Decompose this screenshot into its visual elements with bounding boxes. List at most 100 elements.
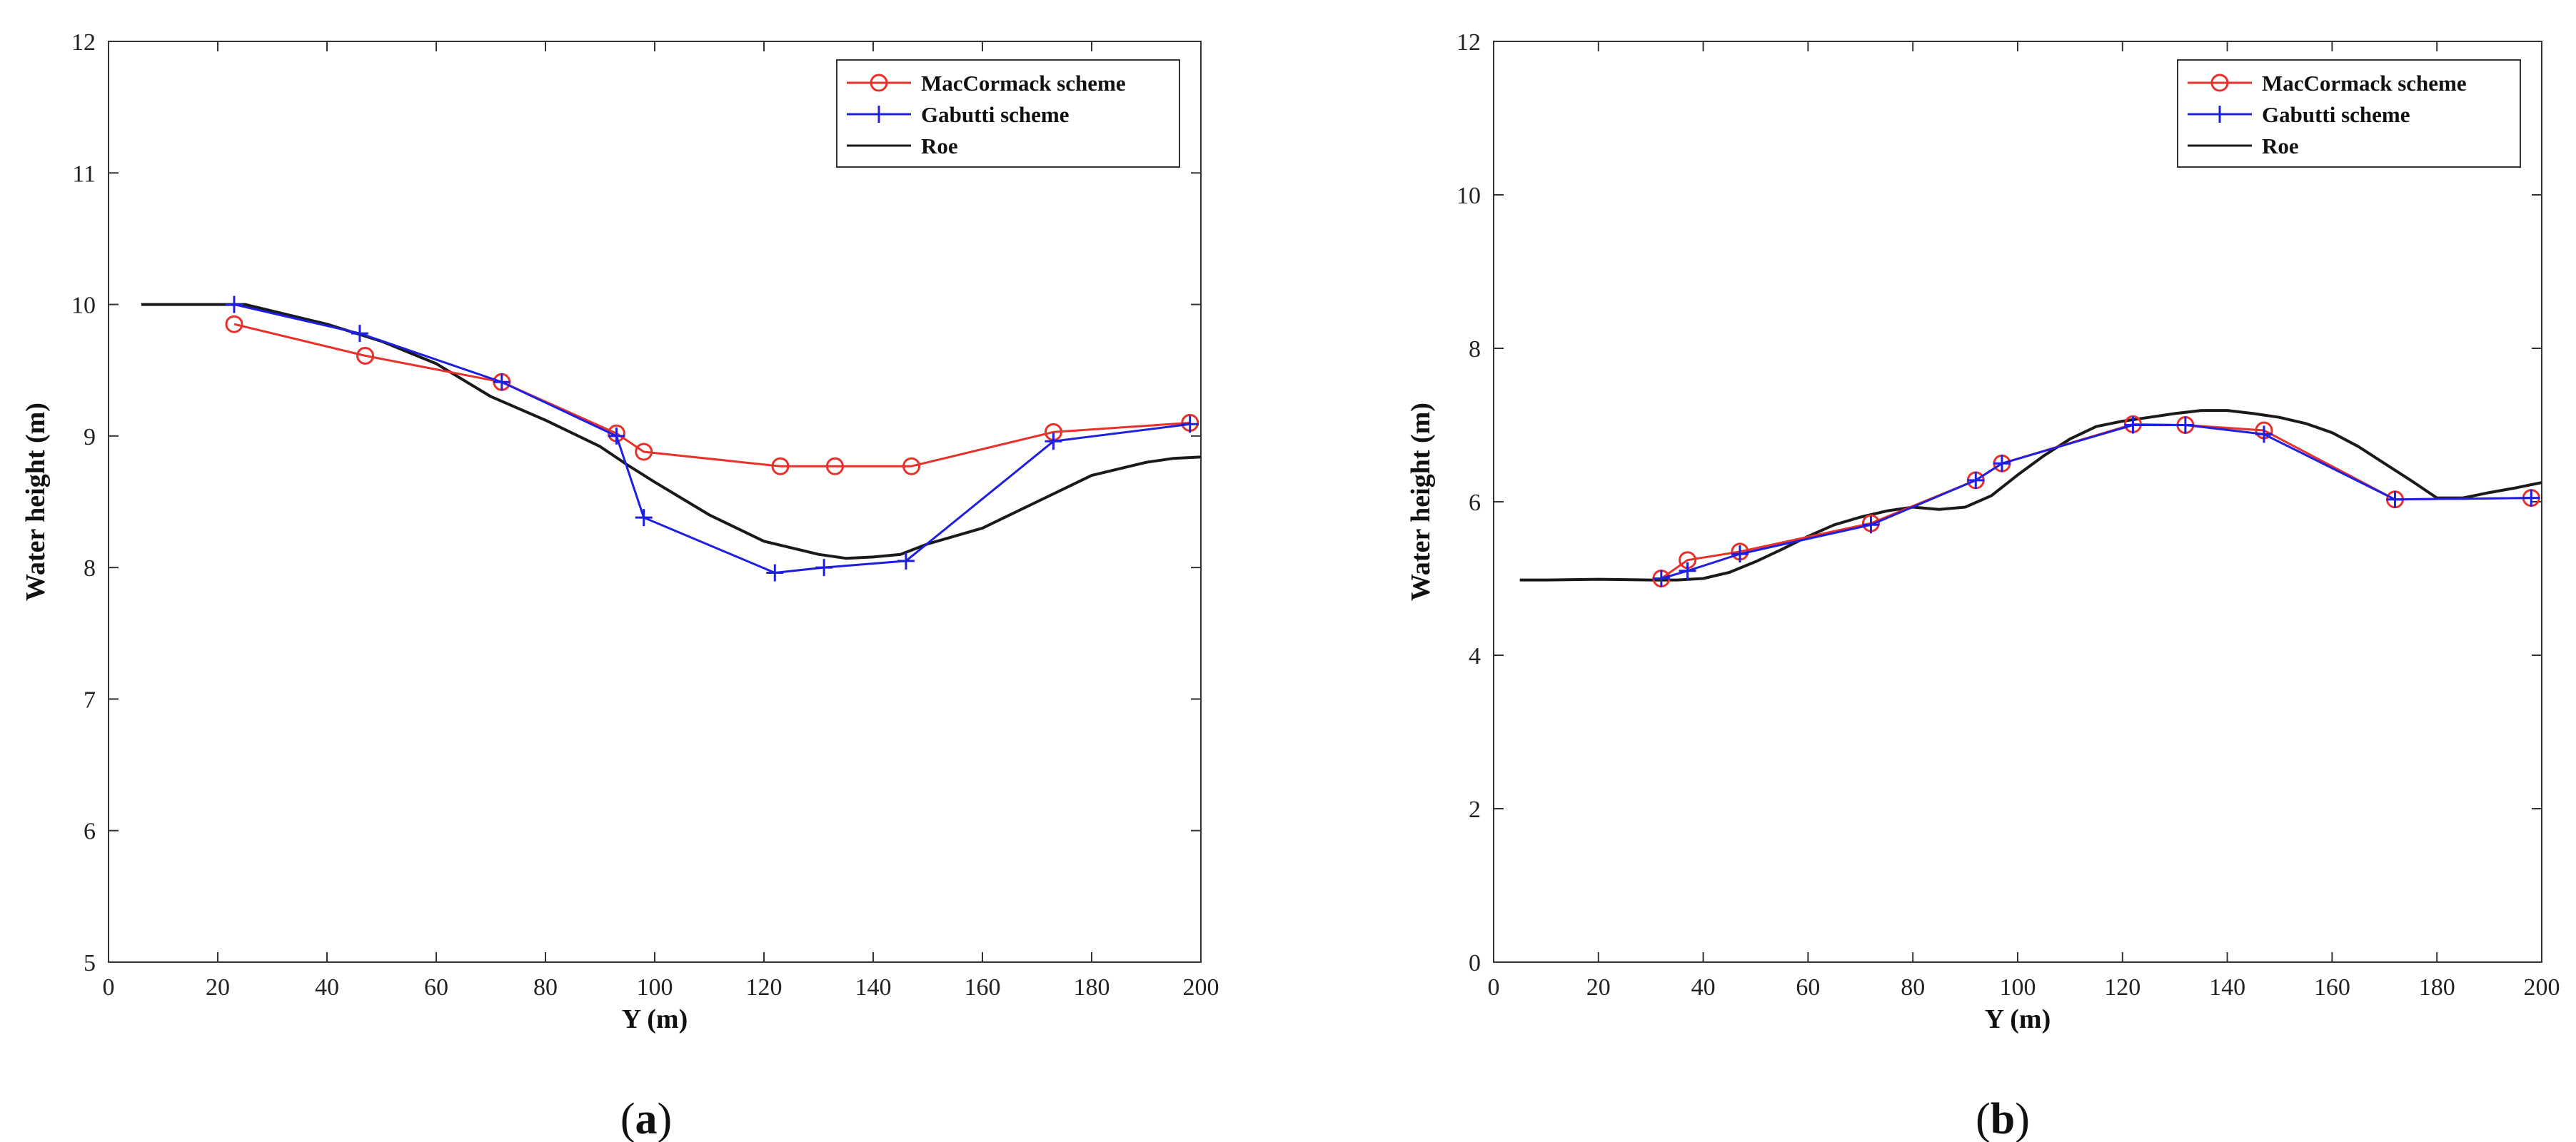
legend-swatch-marker bbox=[870, 74, 888, 92]
legend-entry-gabutti-scheme: Gabutti scheme bbox=[2188, 102, 2410, 127]
panel-label-close-paren: ) bbox=[658, 1095, 673, 1142]
series-gabutti-scheme bbox=[225, 295, 1199, 582]
data-point-gabutti-scheme bbox=[897, 552, 915, 570]
data-point-gabutti-scheme bbox=[1181, 415, 1199, 433]
x-tick-label: 100 bbox=[2000, 974, 2036, 1001]
y-tick-label: 6 bbox=[1469, 490, 1481, 516]
y-tick-label: 10 bbox=[1456, 183, 1481, 209]
y-tick-label: 0 bbox=[1469, 950, 1481, 976]
legend-label: MacCormack scheme bbox=[921, 71, 1126, 96]
data-point-gabutti-scheme bbox=[1993, 455, 2011, 473]
legend-entry-roe: Roe bbox=[2188, 133, 2299, 158]
series-line-roe bbox=[141, 303, 1202, 560]
legend-label: Gabutti scheme bbox=[2262, 102, 2410, 127]
legend-label: Roe bbox=[2262, 133, 2299, 158]
x-tick-label: 140 bbox=[2209, 974, 2245, 1001]
panel-label: (b) bbox=[1976, 1095, 2030, 1142]
legend-entry-maccormack-scheme: MacCormack scheme bbox=[2188, 71, 2467, 96]
y-tick-label: 11 bbox=[72, 161, 96, 187]
x-tick-label: 160 bbox=[2314, 974, 2350, 1001]
data-point-maccormack-scheme bbox=[635, 443, 653, 461]
legend-label: MacCormack scheme bbox=[2262, 71, 2467, 96]
y-tick-label: 12 bbox=[71, 29, 96, 56]
x-tick-label: 80 bbox=[1901, 974, 1925, 1001]
x-axis-title: Y (m) bbox=[1985, 1004, 2051, 1034]
legend-swatch-marker bbox=[870, 106, 887, 123]
chart-panel-b: 0 20 40 60 80 100 120 140 160 180 200 0 2 4 6 8 10 12 Y (m… bbox=[1406, 29, 2560, 1142]
y-axis-title: Water height (m) bbox=[1406, 403, 1436, 601]
y-tick-label: 8 bbox=[1469, 336, 1481, 363]
y-tick-label: 7 bbox=[84, 687, 96, 713]
series-gabutti-scheme bbox=[1652, 416, 2540, 587]
legend-label: Gabutti scheme bbox=[921, 102, 1070, 127]
chart-panel-a: 0 20 40 60 80 100 120 140 160 180 200 5 6 7 8 9 10 11 12 Y … bbox=[21, 29, 1219, 1142]
data-point-gabutti-scheme bbox=[351, 325, 368, 343]
data-point-gabutti-scheme bbox=[1862, 516, 1880, 534]
series-roe bbox=[141, 303, 1202, 560]
panel-label-letter: a bbox=[635, 1095, 658, 1142]
x-tick-label: 120 bbox=[746, 974, 783, 1001]
panel-label-open-paren: ( bbox=[620, 1095, 635, 1142]
x-tick-label: 180 bbox=[1074, 974, 1110, 1001]
legend-label: Roe bbox=[921, 133, 958, 158]
data-point-gabutti-scheme bbox=[1731, 545, 1749, 563]
x-tick-label: 20 bbox=[206, 974, 230, 1001]
x-tick-label: 140 bbox=[855, 974, 892, 1001]
x-tick-label: 60 bbox=[1796, 974, 1820, 1001]
series-line-maccormack-scheme bbox=[233, 323, 1190, 468]
panel-label-open-paren: ( bbox=[1976, 1095, 1991, 1142]
x-tick-label: 160 bbox=[965, 974, 1001, 1001]
y-tick-label: 6 bbox=[84, 819, 96, 845]
x-tick-label: 20 bbox=[1586, 974, 1611, 1001]
data-point-gabutti-scheme bbox=[2386, 490, 2404, 508]
x-tick-label: 120 bbox=[2104, 974, 2140, 1001]
y-tick-label: 8 bbox=[84, 555, 96, 582]
data-point-maccormack-scheme bbox=[902, 457, 921, 475]
panel-label-close-paren: ) bbox=[2015, 1095, 2030, 1142]
x-tick-label: 0 bbox=[1488, 974, 1500, 1001]
x-tick-label: 60 bbox=[424, 974, 448, 1001]
data-point-gabutti-scheme bbox=[635, 509, 653, 527]
y-tick-label: 5 bbox=[84, 950, 96, 976]
data-point-gabutti-scheme bbox=[1045, 433, 1062, 450]
legend-swatch-marker bbox=[2210, 74, 2229, 92]
y-tick-label: 10 bbox=[71, 293, 96, 319]
x-tick-label: 200 bbox=[1183, 974, 1219, 1001]
data-point-gabutti-scheme bbox=[1679, 562, 1696, 580]
data-point-gabutti-scheme bbox=[2176, 416, 2194, 434]
x-axis-title: Y (m) bbox=[622, 1004, 688, 1034]
x-tick-label: 180 bbox=[2419, 974, 2455, 1001]
series-line-gabutti-scheme bbox=[233, 303, 1190, 574]
data-point-gabutti-scheme bbox=[2522, 489, 2540, 507]
y-axis-title: Water height (m) bbox=[21, 403, 51, 601]
y-tick-label: 12 bbox=[1456, 29, 1481, 56]
data-point-gabutti-scheme bbox=[2124, 416, 2142, 434]
x-tick-label: 0 bbox=[103, 974, 115, 1001]
data-point-gabutti-scheme bbox=[225, 295, 243, 313]
data-point-gabutti-scheme bbox=[815, 559, 833, 577]
legend-entry-maccormack-scheme: MacCormack scheme bbox=[847, 71, 1126, 96]
data-point-maccormack-scheme bbox=[771, 457, 790, 475]
x-tick-label: 40 bbox=[315, 974, 339, 1001]
data-point-maccormack-scheme bbox=[356, 346, 375, 365]
data-point-gabutti-scheme bbox=[1967, 471, 1985, 489]
y-tick-label: 9 bbox=[84, 424, 96, 450]
y-tick-label: 4 bbox=[1469, 643, 1481, 669]
legend-entry-gabutti-scheme: Gabutti scheme bbox=[847, 102, 1070, 127]
x-tick-label: 100 bbox=[637, 974, 673, 1001]
data-point-gabutti-scheme bbox=[493, 373, 510, 391]
data-point-maccormack-scheme bbox=[825, 457, 844, 475]
data-point-gabutti-scheme bbox=[2255, 425, 2273, 443]
x-tick-label: 200 bbox=[2524, 974, 2560, 1001]
panel-label: (a) bbox=[620, 1095, 672, 1142]
data-point-gabutti-scheme bbox=[608, 427, 625, 445]
data-point-maccormack-scheme bbox=[225, 315, 243, 333]
x-tick-label: 40 bbox=[1691, 974, 1716, 1001]
data-point-gabutti-scheme bbox=[1652, 570, 1670, 587]
legend-entry-roe: Roe bbox=[847, 133, 958, 158]
legend-swatch-marker bbox=[2211, 106, 2228, 123]
legend: MacCormack scheme Gabutti scheme Roe bbox=[2177, 59, 2521, 168]
y-tick-label: 2 bbox=[1469, 797, 1481, 823]
